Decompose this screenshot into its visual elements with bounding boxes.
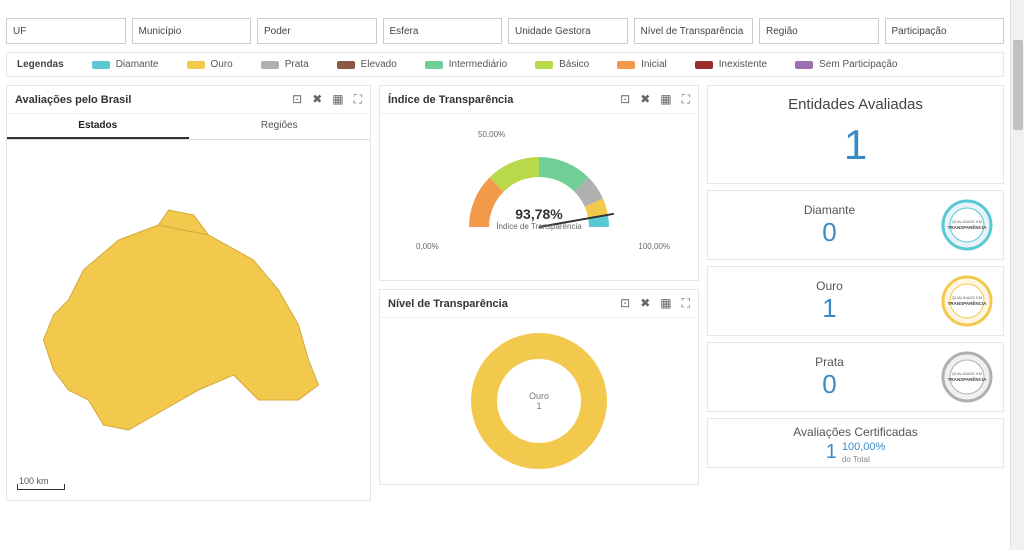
- card-map: Avaliações pelo Brasil ⊡ ✖ ▦ ⛶ Estados R…: [6, 85, 371, 501]
- expand-icon[interactable]: ⛶: [682, 92, 690, 107]
- tab-estados[interactable]: Estados: [7, 114, 189, 139]
- badge-icon: QUALIDADE EM TRANSPARÊNCIA: [941, 199, 993, 251]
- svg-text:QUALIDADE EM: QUALIDADE EM: [952, 219, 982, 224]
- legend-title: Legendas: [17, 59, 64, 70]
- map-viewport[interactable]: 100 km: [7, 140, 370, 500]
- card-title: Avaliações pelo Brasil: [15, 94, 131, 106]
- gauge-min-label: 0,00%: [416, 242, 439, 251]
- filter-poder[interactable]: Poder: [257, 18, 377, 44]
- filter-nivel-transparencia[interactable]: Nível de Transparência: [634, 18, 754, 44]
- stat-value: 1: [708, 121, 1003, 169]
- stat-diamante: Diamante 0 QUALIDADE EM TRANSPARÊNCIA: [707, 190, 1004, 260]
- gauge-subtitle: Índice de Transparência: [496, 222, 581, 231]
- card-title: Índice de Transparência: [388, 94, 513, 106]
- map-scalebar-label: 100 km: [19, 476, 49, 486]
- close-icon[interactable]: ✖: [640, 92, 650, 107]
- table-icon[interactable]: ▦: [332, 92, 343, 107]
- legend-item: Prata: [261, 59, 309, 70]
- svg-text:TRANSPARÊNCIA: TRANSPARÊNCIA: [948, 223, 987, 230]
- gauge-value: 93,78%: [496, 206, 581, 222]
- svg-text:TRANSPARÊNCIA: TRANSPARÊNCIA: [948, 299, 987, 306]
- donut-chart: Ouro 1: [380, 318, 698, 484]
- filter-regiao[interactable]: Região: [759, 18, 879, 44]
- stat-prata: Prata 0 QUALIDADE EM TRANSPARÊNCIA: [707, 342, 1004, 412]
- stat-title: Entidades Avaliadas: [708, 96, 1003, 113]
- filter-uf[interactable]: UF: [6, 18, 126, 44]
- scroll-thumb[interactable]: [1013, 40, 1023, 130]
- close-icon[interactable]: ✖: [640, 296, 650, 311]
- stat-entidades-avaliadas: Entidades Avaliadas 1: [707, 85, 1004, 184]
- expand-icon[interactable]: ⛶: [354, 92, 362, 107]
- filter-municipio[interactable]: Município: [132, 18, 252, 44]
- card-donut: Nível de Transparência ⊡ ✖ ▦ ⛶: [379, 289, 699, 485]
- legend-item: Ouro: [187, 59, 233, 70]
- svg-text:QUALIDADE EM: QUALIDADE EM: [952, 295, 982, 300]
- map-region-shape[interactable]: [44, 210, 319, 430]
- image-icon[interactable]: ⊡: [620, 296, 630, 311]
- stat-certificadas: Avaliações Certificadas 1 100,00% do Tot…: [707, 418, 1004, 468]
- legend: Legendas Diamante Ouro Prata Elevado Int…: [6, 52, 1004, 77]
- svg-text:QUALIDADE EM: QUALIDADE EM: [952, 371, 982, 376]
- expand-icon[interactable]: ⛶: [682, 296, 690, 311]
- legend-item: Sem Participação: [795, 59, 897, 70]
- legend-item: Inexistente: [695, 59, 767, 70]
- filter-bar: UF Município Poder Esfera Unidade Gestor…: [6, 18, 1004, 44]
- gauge-chart: 93,78% Índice de Transparência 0,00% 50,…: [380, 114, 698, 280]
- svg-text:TRANSPARÊNCIA: TRANSPARÊNCIA: [948, 375, 987, 382]
- filter-participacao[interactable]: Participação: [885, 18, 1005, 44]
- card-gauge: Índice de Transparência ⊡ ✖ ▦ ⛶ 93,78% Í…: [379, 85, 699, 281]
- donut-center-label: Ouro: [529, 391, 549, 401]
- filter-esfera[interactable]: Esfera: [383, 18, 503, 44]
- gauge-max-label: 100,00%: [638, 242, 670, 251]
- badge-icon: QUALIDADE EM TRANSPARÊNCIA: [941, 275, 993, 327]
- tab-regioes[interactable]: Regiões: [189, 114, 371, 139]
- legend-item: Elevado: [337, 59, 397, 70]
- legend-item: Básico: [535, 59, 589, 70]
- badge-icon: QUALIDADE EM TRANSPARÊNCIA: [941, 351, 993, 403]
- card-title: Nível de Transparência: [388, 298, 508, 310]
- table-icon[interactable]: ▦: [660, 92, 671, 107]
- legend-item: Inicial: [617, 59, 667, 70]
- gauge-mid-label: 50,00%: [478, 130, 505, 139]
- close-icon[interactable]: ✖: [312, 92, 322, 107]
- filter-unidade-gestora[interactable]: Unidade Gestora: [508, 18, 628, 44]
- legend-item: Intermediário: [425, 59, 507, 70]
- image-icon[interactable]: ⊡: [620, 92, 630, 107]
- stat-ouro: Ouro 1 QUALIDADE EM TRANSPARÊNCIA: [707, 266, 1004, 336]
- table-icon[interactable]: ▦: [660, 296, 671, 311]
- page-scrollbar[interactable]: [1010, 0, 1024, 550]
- donut-center-count: 1: [529, 401, 549, 411]
- image-icon[interactable]: ⊡: [292, 92, 302, 107]
- legend-item: Diamante: [92, 59, 159, 70]
